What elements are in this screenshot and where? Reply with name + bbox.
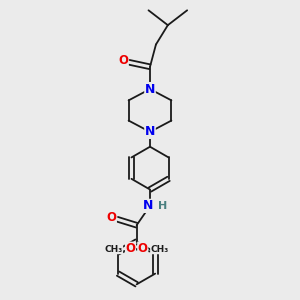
Text: N: N <box>145 82 155 96</box>
Text: O: O <box>138 242 148 255</box>
Text: O: O <box>106 211 116 224</box>
Text: O: O <box>125 242 136 255</box>
Text: H: H <box>158 201 167 211</box>
Text: N: N <box>143 200 154 212</box>
Text: O: O <box>118 54 128 67</box>
Text: N: N <box>145 125 155 138</box>
Text: CH₃: CH₃ <box>104 245 123 254</box>
Text: CH₃: CH₃ <box>151 245 169 254</box>
